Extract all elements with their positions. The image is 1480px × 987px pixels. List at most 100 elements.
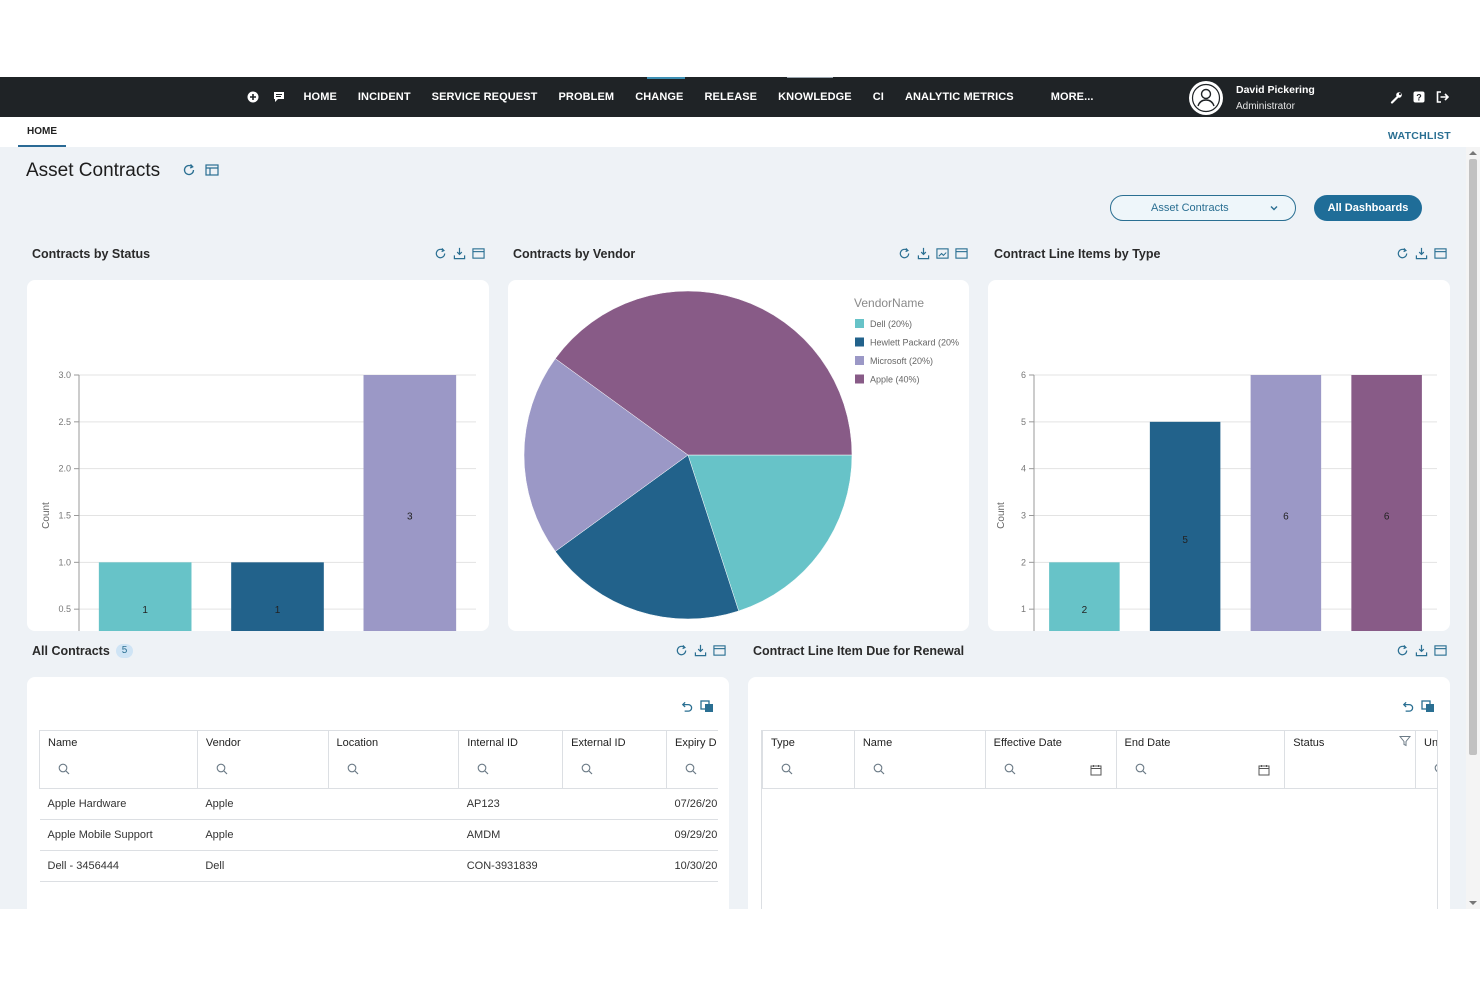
export-icon[interactable] xyxy=(1414,246,1428,260)
search-icon[interactable] xyxy=(58,763,70,778)
copy-icon[interactable] xyxy=(1421,700,1435,718)
layout-icon[interactable] xyxy=(1433,246,1447,260)
page-scrollbar[interactable] xyxy=(1466,147,1480,909)
table-cell xyxy=(328,850,459,882)
refresh-icon[interactable] xyxy=(182,163,196,182)
scroll-down-arrow-icon[interactable] xyxy=(1469,901,1477,905)
search-icon[interactable] xyxy=(1135,763,1147,778)
renewal-table-wrap: Type Name Effective Date End Date Status… xyxy=(761,730,1438,909)
all-dashboards-button[interactable]: All Dashboards xyxy=(1314,195,1422,221)
column-header[interactable]: Vendor xyxy=(196,730,329,789)
widget-title-status: Contracts by Status xyxy=(32,247,151,261)
table-row[interactable]: Apple Hardware Apple AP123 07/26/20 xyxy=(39,788,718,820)
y-axis-title: Count xyxy=(996,502,1007,529)
copy-icon[interactable] xyxy=(700,700,714,718)
layout-icon[interactable] xyxy=(954,246,968,260)
column-header[interactable]: External ID xyxy=(562,730,667,789)
avatar[interactable] xyxy=(1189,81,1223,115)
column-header[interactable]: Name xyxy=(853,730,986,789)
undo-icon[interactable] xyxy=(680,700,693,718)
layout-icon[interactable] xyxy=(205,163,219,182)
calendar-icon[interactable] xyxy=(1258,764,1270,779)
nav-change[interactable]: CHANGE xyxy=(635,91,684,103)
layout-icon[interactable] xyxy=(471,246,485,260)
status-chart-card: 00.51.01.52.02.53.01Draft1Expired3Active… xyxy=(27,280,489,695)
column-header[interactable]: Expiry D xyxy=(666,730,718,789)
main-menu: HOME INCIDENT SERVICE REQUEST PROBLEM CH… xyxy=(293,77,1104,117)
column-header[interactable]: Internal ID xyxy=(458,730,564,789)
nav-home[interactable]: HOME xyxy=(303,91,337,103)
nav-knowledge[interactable]: KNOWLEDGE xyxy=(778,91,852,103)
refresh-icon[interactable] xyxy=(433,246,447,260)
table-header-row: Type Name Effective Date End Date Status… xyxy=(762,730,1437,789)
column-header[interactable]: Effective Date xyxy=(984,730,1117,789)
search-icon[interactable] xyxy=(781,763,793,778)
lineitems-chart-card: 01234562Support5Purchase6Entitlement6Mai… xyxy=(988,280,1450,695)
table-row[interactable]: Apple Mobile Support Apple AMDM 09/29/20 xyxy=(39,819,718,851)
layout-icon[interactable] xyxy=(1433,643,1447,657)
dashboard-select[interactable]: Asset Contracts xyxy=(1110,195,1296,221)
column-header[interactable]: End Date xyxy=(1115,730,1286,789)
calendar-icon[interactable] xyxy=(1090,764,1102,779)
column-header[interactable]: Status xyxy=(1284,730,1416,789)
nav-problem[interactable]: PROBLEM xyxy=(558,91,615,103)
help-icon[interactable]: ? xyxy=(1412,90,1426,104)
chat-icon[interactable] xyxy=(272,90,286,104)
filter-icon[interactable] xyxy=(1398,735,1412,750)
export-icon[interactable] xyxy=(693,643,707,657)
legend-label: Apple (40%) xyxy=(870,375,920,385)
export-icon[interactable] xyxy=(1414,643,1428,657)
scrollbar-thumb[interactable] xyxy=(1469,159,1477,755)
scroll-up-arrow-icon[interactable] xyxy=(1469,151,1477,155)
nav-more[interactable]: MORE... xyxy=(1050,91,1094,103)
refresh-icon[interactable] xyxy=(1395,246,1409,260)
image-icon[interactable] xyxy=(935,246,949,260)
search-icon[interactable] xyxy=(216,763,228,778)
contracts-title-text: All Contracts xyxy=(32,644,110,658)
contracts-table-wrap: Name Vendor Location Internal ID Externa… xyxy=(39,730,718,909)
nav-analytic-metrics[interactable]: ANALYTIC METRICS xyxy=(904,91,1014,103)
table-row[interactable]: Dell - 3456444 Dell CON-3931839 10/30/20 xyxy=(39,850,718,882)
column-header[interactable]: Name xyxy=(39,730,198,789)
watchlist-link[interactable]: WATCHLIST xyxy=(1387,130,1451,142)
nav-ci[interactable]: CI xyxy=(872,91,884,103)
column-header[interactable]: Location xyxy=(327,730,460,789)
table-cell: Dell xyxy=(197,850,329,882)
legend-title: VendorName xyxy=(854,296,924,310)
search-icon[interactable] xyxy=(347,763,359,778)
nav-release[interactable]: RELEASE xyxy=(704,91,758,103)
column-header[interactable]: Type xyxy=(762,730,855,789)
widget-toolbar xyxy=(674,643,726,657)
search-icon[interactable] xyxy=(1434,763,1437,778)
layout-icon[interactable] xyxy=(712,643,726,657)
export-icon[interactable] xyxy=(452,246,466,260)
search-icon[interactable] xyxy=(873,763,885,778)
chevron-down-icon xyxy=(1269,203,1279,216)
add-icon[interactable] xyxy=(246,90,260,104)
column-header[interactable]: Un xyxy=(1415,730,1437,789)
table-cell: Apple xyxy=(197,819,329,851)
logout-icon[interactable] xyxy=(1435,90,1449,104)
tab-home[interactable]: HOME xyxy=(18,117,66,147)
search-icon[interactable] xyxy=(685,763,697,778)
user-name[interactable]: David Pickering xyxy=(1236,84,1315,96)
undo-icon[interactable] xyxy=(1401,700,1414,718)
widget-title-renewal: Contract Line Item Due for Renewal xyxy=(753,644,965,658)
search-icon[interactable] xyxy=(1004,763,1016,778)
user-icon xyxy=(1191,83,1221,113)
nav-incident[interactable]: INCIDENT xyxy=(357,91,411,103)
table-cell: Apple Mobile Support xyxy=(39,819,198,851)
export-icon[interactable] xyxy=(916,246,930,260)
search-icon[interactable] xyxy=(581,763,593,778)
table-cell: 09/29/20 xyxy=(666,819,718,851)
refresh-icon[interactable] xyxy=(674,643,688,657)
table-cell xyxy=(328,819,459,851)
y-tick-label: 1 xyxy=(1021,604,1026,614)
user-role: Administrator xyxy=(1236,101,1295,112)
refresh-icon[interactable] xyxy=(1395,643,1409,657)
wrench-icon[interactable] xyxy=(1389,90,1403,104)
nav-service-request[interactable]: SERVICE REQUEST xyxy=(431,91,538,103)
chart-bar xyxy=(98,562,192,656)
search-icon[interactable] xyxy=(477,763,489,778)
refresh-icon[interactable] xyxy=(897,246,911,260)
